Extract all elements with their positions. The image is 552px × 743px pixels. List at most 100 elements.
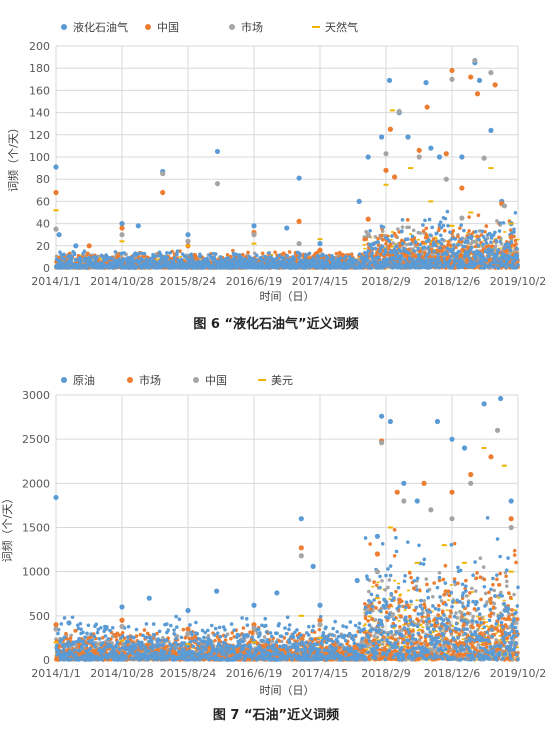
daily-point (448, 243, 453, 247)
daily-point (235, 266, 239, 270)
daily-point (270, 253, 274, 256)
daily-point (442, 228, 447, 233)
daily-point (193, 253, 198, 257)
daily-point (165, 251, 169, 255)
daily-point (373, 235, 378, 239)
daily-point (456, 234, 460, 239)
daily-point (391, 231, 395, 233)
gridlines (55, 45, 519, 269)
daily-point (484, 224, 489, 228)
daily-point (189, 252, 194, 257)
daily-point (424, 232, 429, 237)
daily-point (298, 253, 303, 258)
daily-point (70, 256, 74, 261)
daily-point (446, 240, 451, 244)
daily-point (451, 229, 456, 233)
daily-point (411, 228, 416, 233)
daily-point (292, 257, 297, 262)
daily-point (109, 256, 114, 260)
x-tick-label: 2018/2/9 (361, 275, 410, 288)
daily-point (99, 258, 103, 261)
daily-point (431, 237, 436, 241)
daily-point (153, 254, 157, 259)
daily-point (254, 258, 258, 263)
x-tick-label: 2019/10/2 (490, 275, 546, 288)
daily-point (405, 218, 410, 222)
daily-point (434, 237, 438, 240)
y-tick-label: 80 (36, 173, 50, 186)
x-tick-label: 2018/12/6 (424, 275, 480, 288)
daily-point (225, 252, 230, 257)
daily-point (466, 232, 470, 234)
x-tick-label: 2016/6/19 (226, 275, 282, 288)
daily-point (340, 252, 345, 257)
daily-point (436, 243, 440, 245)
daily-point (79, 257, 83, 261)
daily-point (434, 236, 437, 239)
daily-point (115, 265, 120, 269)
daily-point-cloud (54, 209, 520, 270)
daily-point (281, 256, 286, 261)
daily-point (259, 257, 264, 262)
daily-point (267, 251, 271, 255)
daily-point (467, 229, 471, 233)
daily-point (493, 244, 498, 249)
daily-point (381, 233, 385, 236)
daily-point (394, 234, 398, 238)
daily-point (424, 243, 428, 245)
daily-point (275, 256, 279, 261)
daily-point (334, 251, 339, 256)
y-tick-label: 180 (29, 62, 50, 75)
daily-point (142, 251, 147, 256)
daily-point (173, 256, 177, 260)
daily-point (113, 250, 118, 254)
daily-point (379, 233, 384, 238)
daily-point (59, 256, 63, 258)
daily-point (198, 254, 203, 259)
daily-point (421, 229, 426, 233)
daily-point (307, 256, 311, 258)
daily-point (516, 238, 520, 241)
daily-point (458, 226, 462, 230)
daily-point (503, 231, 507, 233)
daily-point (490, 247, 494, 249)
daily-point (364, 237, 369, 241)
daily-point (444, 240, 448, 242)
daily-point (407, 225, 411, 230)
daily-point (476, 213, 481, 217)
daily-point (260, 251, 265, 256)
daily-point (390, 245, 394, 248)
daily-point (234, 252, 238, 257)
daily-point (152, 258, 156, 261)
daily-point (273, 250, 277, 255)
y-tick-label: 60 (36, 195, 50, 208)
daily-point (418, 231, 423, 235)
daily-point (514, 242, 518, 246)
daily-point (490, 244, 495, 248)
y-tick-label: 40 (36, 218, 50, 231)
daily-point (179, 256, 183, 258)
daily-point (486, 262, 490, 265)
daily-point (285, 253, 289, 258)
x-tick-label: 2014/1/1 (31, 275, 80, 288)
y-tick-label: 20 (36, 240, 50, 253)
daily-point (408, 233, 412, 235)
daily-point (383, 247, 387, 249)
daily-point (426, 234, 430, 237)
daily-point (416, 239, 420, 241)
daily-point (394, 243, 398, 245)
daily-point (122, 251, 126, 255)
daily-point (168, 251, 172, 255)
daily-point (155, 258, 159, 261)
daily-point (254, 253, 259, 258)
daily-point (387, 235, 391, 237)
daily-point (213, 252, 218, 256)
y-tick-label: 140 (29, 107, 50, 120)
daily-point (513, 238, 518, 243)
daily-point (494, 238, 498, 240)
y-tick-label: 120 (29, 129, 50, 142)
x-tick-label: 2015/8/24 (160, 275, 216, 288)
daily-point (263, 254, 268, 259)
daily-point (212, 255, 217, 260)
